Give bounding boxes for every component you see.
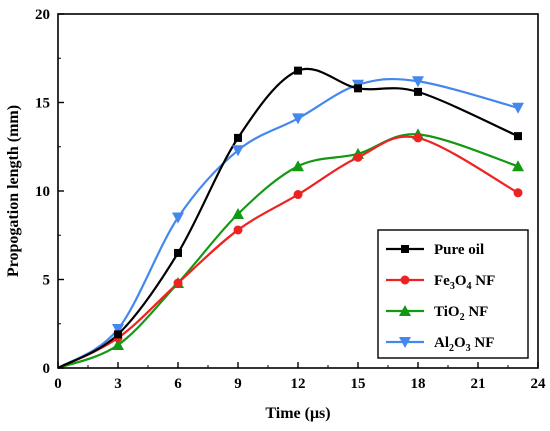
legend-label-text: Pure oil: [434, 242, 484, 258]
legend-label-subscript: 3: [466, 343, 471, 354]
data-point: [112, 338, 124, 350]
x-tick-label: 15: [351, 376, 366, 392]
legend-label-text: NF: [465, 304, 489, 320]
x-tick-label: 9: [234, 376, 242, 392]
legend-label-subscript: 2: [460, 312, 465, 323]
data-point: [232, 145, 244, 157]
legend-label-text: NF: [471, 335, 495, 351]
data-point: [232, 208, 244, 220]
data-point: [294, 66, 302, 75]
data-point: [512, 102, 524, 114]
legend-label: TiO2 NF: [434, 304, 488, 323]
y-tick-label: 10: [35, 184, 50, 200]
y-tick-label: 15: [35, 96, 50, 112]
x-tick-label: 18: [411, 376, 426, 392]
data-point: [413, 133, 423, 143]
y-tick-label: 20: [35, 7, 50, 23]
data-point: [514, 132, 522, 141]
legend-swatch-marker: [399, 305, 411, 316]
x-tick-label: 24: [531, 376, 547, 392]
data-point: [233, 225, 243, 235]
y-tick-label: 5: [43, 273, 51, 289]
legend-label-text: NF: [472, 273, 496, 289]
x-tick-label: 6: [174, 376, 182, 392]
x-tick-label: 21: [471, 376, 486, 392]
legend-label-subscript: 2: [449, 343, 454, 354]
data-point: [414, 87, 422, 96]
legend-label-text: TiO: [434, 304, 460, 320]
y-tick-label: 0: [43, 361, 51, 377]
legend-label: Fe3O4 NF: [434, 273, 495, 292]
data-point: [234, 133, 242, 142]
data-point: [292, 160, 304, 172]
x-tick-label: 0: [54, 376, 62, 392]
data-point: [513, 188, 523, 198]
x-tick-label: 12: [291, 376, 306, 392]
data-point: [172, 212, 184, 224]
data-point: [412, 76, 424, 88]
legend-swatch-marker: [399, 337, 411, 348]
data-point: [173, 278, 183, 288]
data-point: [174, 248, 182, 257]
data-point: [354, 84, 362, 93]
legend-label-subscript: 4: [467, 281, 472, 292]
legend-label-text: Al: [434, 335, 449, 351]
series-markers: [112, 66, 524, 350]
legend-label-text: O: [455, 273, 467, 289]
legend-label-subscript: 3: [450, 281, 455, 292]
legend-swatch-marker: [401, 245, 409, 253]
legend-label: Al2O3 NF: [434, 335, 494, 354]
legend-label-text: O: [454, 335, 466, 351]
y-axis-title: Propogation length (mm): [5, 105, 22, 277]
data-point: [114, 330, 122, 339]
x-tick-label: 3: [114, 376, 122, 392]
legend-label: Pure oil: [434, 242, 484, 258]
data-point: [353, 152, 363, 162]
data-point: [292, 113, 304, 125]
data-point: [293, 190, 303, 200]
legend-label-text: Fe: [434, 273, 450, 289]
data-point: [512, 160, 524, 172]
x-axis-title: Time (μs): [265, 405, 330, 422]
legend-swatch-marker: [400, 275, 410, 285]
data-point: [112, 324, 124, 336]
